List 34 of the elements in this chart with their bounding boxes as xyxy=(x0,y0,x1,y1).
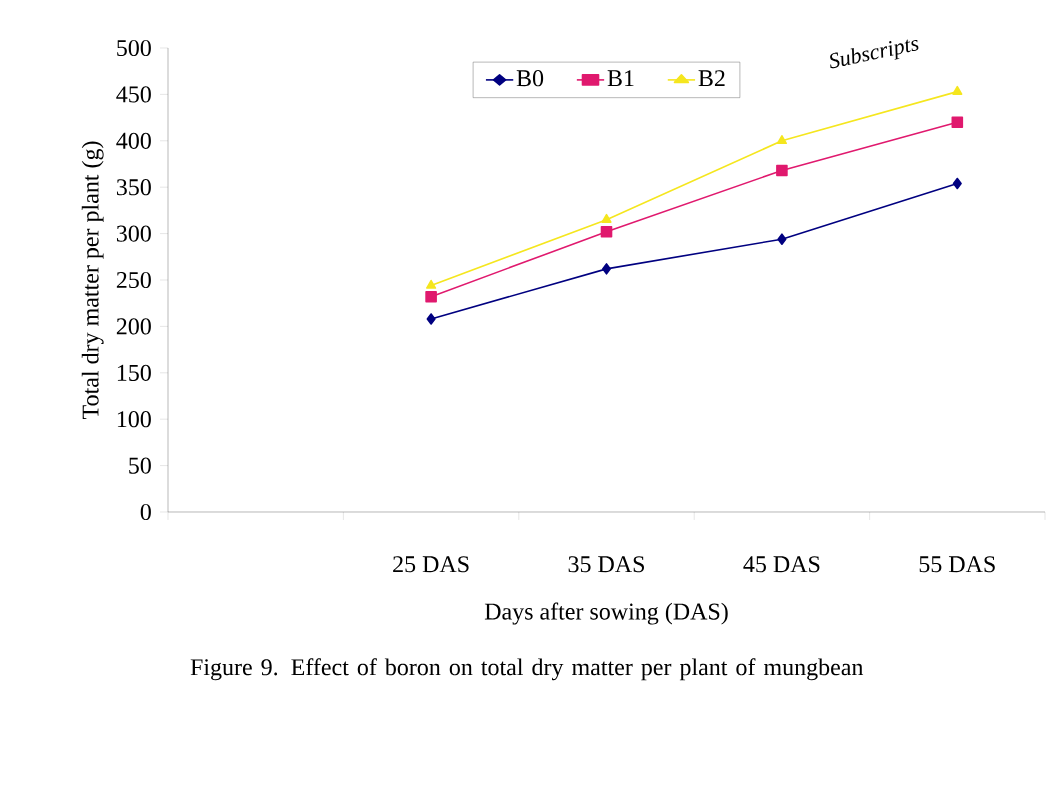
y-axis-title: Total dry matter per plant (g) xyxy=(81,141,104,419)
y-tick-label: 0 xyxy=(140,503,151,521)
y-tick-label: 50 xyxy=(129,457,151,474)
legend-label: B0 xyxy=(516,70,544,87)
y-tick-label: 300 xyxy=(116,225,151,242)
point xyxy=(601,263,612,275)
point xyxy=(777,233,787,245)
x-tick-label: 35 DAS xyxy=(568,556,644,573)
point xyxy=(426,313,436,325)
y-tick-label: 250 xyxy=(116,271,151,289)
point xyxy=(776,164,788,177)
legend-label: B1 xyxy=(607,70,634,87)
y-tick-label: 200 xyxy=(116,318,151,335)
y-tick-label: 450 xyxy=(116,86,151,103)
y-tick-label: 350 xyxy=(116,179,151,196)
point xyxy=(425,279,437,289)
x-tick-label: 55 DAS xyxy=(919,556,995,573)
x-tick-label: 25 DAS xyxy=(393,556,469,573)
y-tick-label: 100 xyxy=(117,411,151,428)
text: Figure 9. Effect of boron on total dry matter per plant of mungbean xyxy=(190,658,864,681)
point xyxy=(776,135,788,145)
point xyxy=(600,225,613,238)
point xyxy=(425,290,437,303)
x-tick-label: 45 DAS xyxy=(743,556,820,573)
x-axis-title: Days after sowing (DAS) xyxy=(484,602,728,625)
legend-label: B2 xyxy=(698,70,725,87)
y-tick-label: 400 xyxy=(116,132,151,149)
point xyxy=(601,213,612,223)
y-tick-label: 500 xyxy=(117,39,151,57)
y-tick-label: 150 xyxy=(117,364,151,381)
point xyxy=(952,85,963,95)
point xyxy=(952,177,962,190)
point xyxy=(951,116,964,129)
annotation: Subscripts xyxy=(830,39,919,69)
